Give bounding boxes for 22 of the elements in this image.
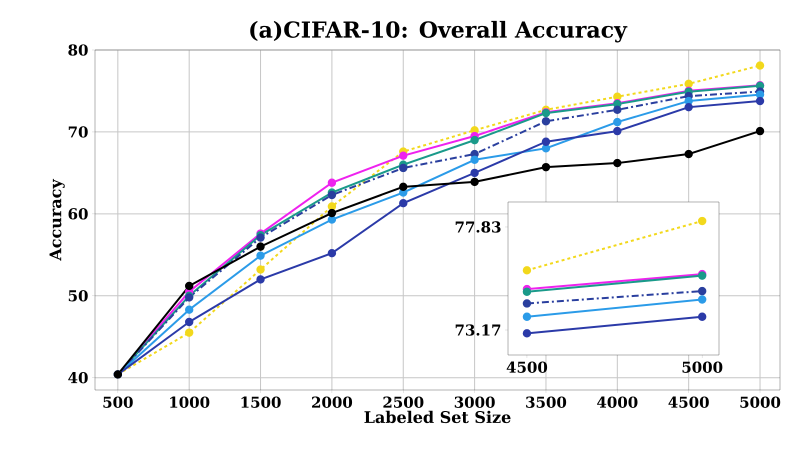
y-tick-label: 50 [68,290,88,302]
x-tick-label: 4500 [506,362,548,373]
x-axis-title: Labeled Set Size [364,410,511,424]
x-tick-label: 3000 [454,396,495,408]
x-tick-label: 1000 [170,396,210,408]
chart-title: (a)CIFAR-10: Overall Accuracy [250,20,628,42]
y-tick-label: 70 [68,126,88,138]
y-tick-label: 60 [68,208,88,220]
x-tick-label: 2000 [312,396,352,408]
x-tick-label: 5000 [682,362,722,373]
y-tick-label: 80 [68,44,88,56]
x-tick-label: 4000 [597,396,638,408]
y-tick-label: 77.83 [456,221,501,233]
y-tick-label: 40 [68,372,88,384]
x-tick-label: 2500 [383,396,424,408]
x-tick-label: 3500 [526,396,566,408]
x-tick-label: 1500 [242,396,281,408]
x-tick-label: 500 [103,396,133,408]
y-axis-title: Accuracy [50,178,65,261]
x-tick-label: 4500 [668,396,709,408]
x-tick-label: 5000 [740,396,780,408]
y-tick-label: 73.17 [456,324,500,336]
